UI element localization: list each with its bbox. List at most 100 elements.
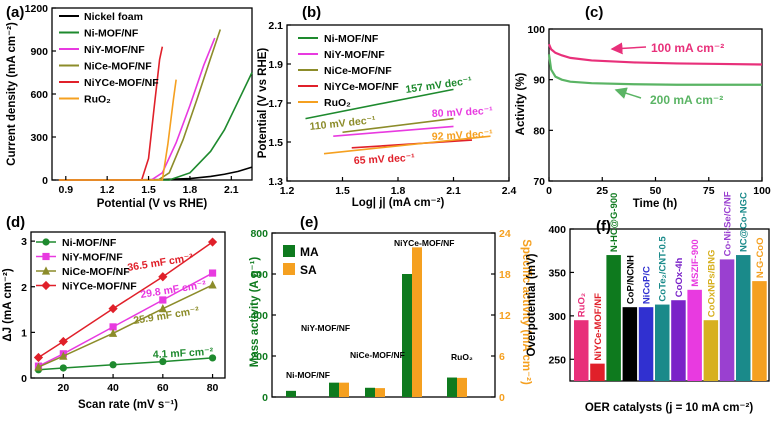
catalyst-label: MSZIF-900: [690, 239, 701, 287]
y-axis-label-d: ΔJ (mA cm⁻²): [2, 268, 14, 342]
data-point: [108, 304, 118, 314]
catalyst-label: NC@Co-NGC: [739, 192, 750, 252]
panel-c: 0 25 50 75 100 70 80 90 100 Time (h) Activity (…: [515, 24, 771, 210]
panel-b: 1.2 1.5 1.8 2.1 2.4 1.3 1.5 1.7 1.9 2.1 Log| j| …: [257, 20, 516, 209]
y-left-ticks-e: 0 200 400 600 800: [250, 228, 276, 404]
legend-label: NiYCe-MOF/NF: [324, 81, 399, 93]
stability-curve-0: [547, 43, 763, 66]
legend-label: Nickel foam: [84, 11, 143, 23]
y-tick-label: 400: [548, 224, 566, 236]
data-point: [108, 328, 118, 337]
catalyst-label: CoOxNPs/BNG: [706, 250, 717, 318]
series-line-2: [58, 37, 216, 181]
data-point: [109, 361, 117, 369]
bar-catalyst: [622, 307, 638, 381]
y-tick-label: 6: [499, 351, 505, 363]
x-tick-label: 1.8: [391, 185, 406, 197]
plot-frame-a: [51, 7, 253, 181]
y-tick-label: 800: [250, 228, 268, 240]
bar-catalyst: [752, 281, 767, 381]
bar-catalyst: [574, 320, 589, 381]
legend-label: Ni-MOF/NF: [324, 33, 379, 45]
tafel-label-niyce: 65 mV dec⁻¹: [354, 152, 416, 167]
legend-swatch-ma: [283, 245, 295, 257]
x-tick-label: 60: [157, 382, 169, 394]
x-tick-label: 1.5: [141, 184, 156, 196]
tafel-line-4: [323, 135, 491, 155]
y-tick-label: 1.9: [268, 59, 283, 71]
panel-a: 0.9 1.2 1.5 1.8 2.1 0 300 600 900 1200 Potential…: [6, 3, 253, 210]
y-ticks-d: 0 1 2 3: [21, 236, 35, 385]
legend-label: NiY-MOF/NF: [324, 49, 385, 61]
x-tick-label: 75: [703, 185, 715, 197]
panel-d: 20 40 60 80 0 1 2 3 Scan rate (mV s⁻¹) ΔJ (mA …: [2, 231, 226, 411]
y-tick-label: 1200: [25, 3, 49, 15]
x-axis-label-c: Time (h): [633, 198, 678, 210]
bar-catalyst: [671, 300, 686, 381]
bar-catalyst: [638, 307, 654, 381]
y-axis-label-right-e: Specific activity (mA cm⁻²): [520, 239, 532, 385]
data-point: [34, 362, 43, 371]
x-tick-label: 100: [753, 185, 771, 197]
data-point: [208, 269, 217, 277]
catalyst-label: N-G-CoO: [755, 237, 766, 278]
legend-swatch-sa: [283, 263, 295, 275]
series-lines-d: [33, 237, 218, 374]
legend-label-ma: MA: [300, 245, 319, 259]
data-point: [207, 237, 218, 247]
bar-ma: [447, 377, 457, 397]
bar-catalyst: [590, 363, 605, 381]
panel-label-d: (d): [6, 214, 25, 231]
y-tick-label: 600: [30, 89, 48, 101]
x-axis-label-b: Log| j| (mA cm⁻²): [352, 197, 445, 209]
x-tick-label: 1.5: [335, 185, 350, 197]
x-tick-label: 2.1: [224, 184, 239, 196]
y-right-ticks-e: 0 6 12 18 24: [491, 228, 511, 404]
bar-sa: [412, 247, 422, 397]
y-tick-label: 350: [548, 267, 566, 279]
bar-catalyst: [655, 304, 670, 381]
y-tick-label: 12: [499, 310, 511, 322]
x-tick-label: 1.2: [280, 185, 295, 197]
catalyst-label: Co-Ni-Se/C/NF: [723, 191, 734, 256]
data-point: [59, 364, 67, 372]
y-tick-label: 70: [533, 176, 545, 188]
data-point: [59, 351, 68, 360]
catalyst-label: CoTe₂/CNT-0.5: [658, 236, 669, 302]
data-point: [33, 352, 44, 363]
data-point: [159, 357, 167, 366]
legend-label: RuO₂: [324, 97, 351, 109]
data-point: [208, 354, 217, 362]
data-point: [158, 304, 167, 313]
y-tick-label: 1.3: [268, 176, 283, 188]
y-ticks-f: 250 300 350 400: [548, 224, 574, 366]
y-ticks-b: 1.3 1.5 1.7 1.9 2.1: [268, 20, 291, 188]
arrow-100: [610, 42, 647, 55]
legend-label-sa: SA: [300, 263, 317, 277]
y-tick-label: 1.7: [268, 98, 283, 110]
y-tick-label: 600: [250, 269, 268, 281]
bar-sa: [375, 388, 385, 397]
y-tick-label: 0: [499, 392, 505, 404]
legend-label: NiYCe-MOF/NF: [84, 77, 159, 89]
bar-sa: [339, 382, 349, 397]
x-tick-label: 0.9: [58, 184, 73, 196]
series-line-5: [58, 79, 177, 181]
y-tick-label: 24: [499, 228, 511, 240]
series-line-1: [58, 72, 253, 181]
bar-label-niy: NiY-MOF/NF: [301, 323, 350, 333]
x-axis-label-d: Scan rate (mV s⁻¹): [78, 399, 178, 411]
panel-label-c: (c): [585, 4, 603, 21]
x-ticks-a: 0.9 1.2 1.5 1.8 2.1: [58, 176, 239, 196]
legend-d: Ni-MOF/NF NiY-MOF/NF NiCe-MOF/NF NiYCe-MOF/…: [36, 237, 137, 293]
catalyst-label: RuO₂: [577, 293, 588, 317]
legend-b: Ni-MOF/NF NiY-MOF/NF NiCe-MOF/NF NiYCe-MOF/…: [298, 33, 399, 109]
bar-catalyst: [719, 259, 735, 381]
bar-sa: [457, 377, 467, 397]
series-lines-a: [58, 29, 253, 181]
panel-label-f: (f): [596, 218, 611, 235]
panel-label-b: (b): [302, 4, 321, 21]
y-tick-label: 1.5: [268, 137, 283, 149]
series-label-100: 100 mA cm⁻²: [651, 41, 724, 55]
